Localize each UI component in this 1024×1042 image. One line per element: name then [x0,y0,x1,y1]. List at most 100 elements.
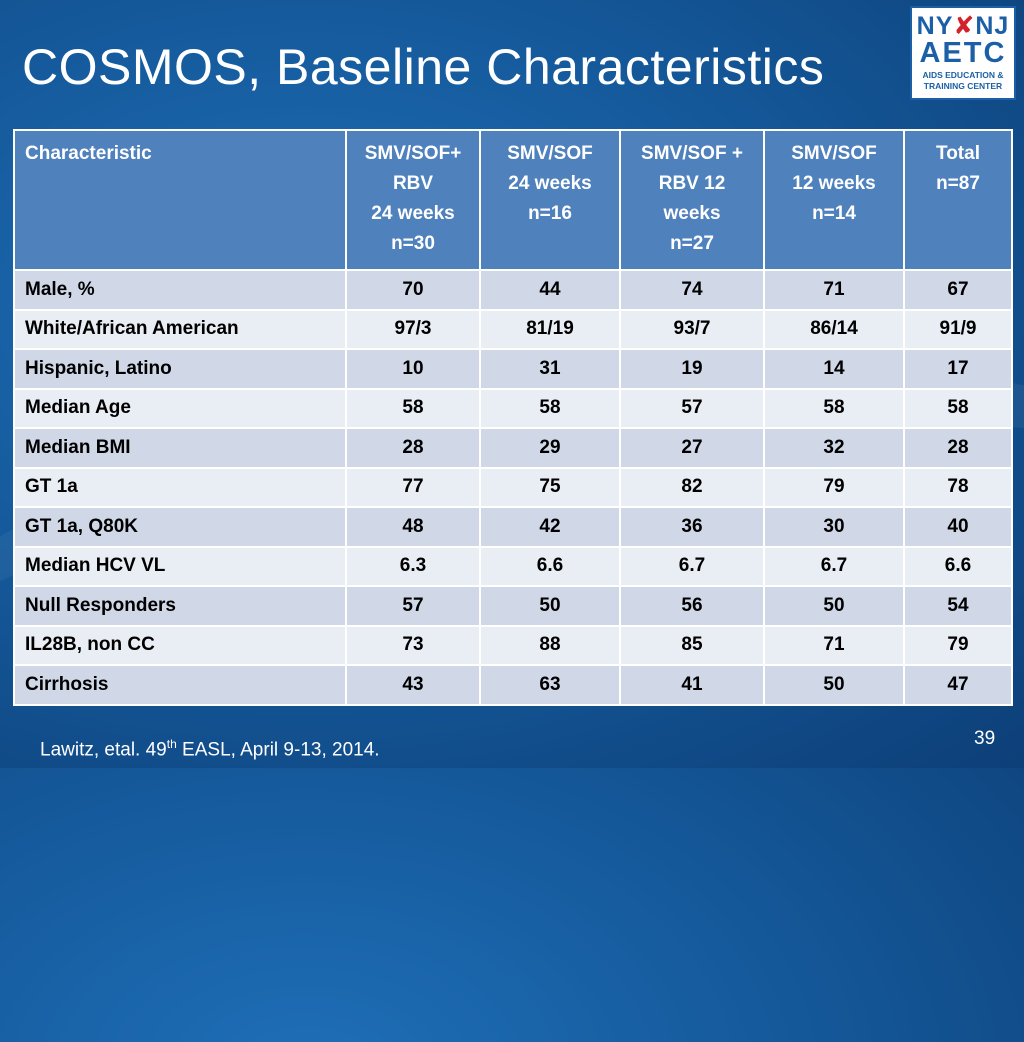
table-cell: 79 [903,624,1013,666]
table-row: Hispanic, Latino 10 31 19 14 17 [13,348,1013,390]
table-cell: 28 [345,427,481,469]
table-row: Median HCV VL 6.3 6.6 6.7 6.7 6.6 [13,545,1013,587]
table-cell: 43 [345,664,481,706]
column-header: Total n=87 [903,129,1013,271]
logo-nj: NJ [975,12,1010,40]
slide-title: COSMOS, Baseline Characteristics [22,39,825,95]
column-header-line: n=14 [812,203,856,224]
column-header-line: 12 weeks [792,173,876,194]
table-row: GT 1a 77 75 82 79 78 [13,466,1013,508]
table-cell: 91/9 [903,308,1013,350]
table-cell: 50 [763,585,905,627]
row-label: Median Age [13,387,347,429]
column-header: SMV/SOF + RBV 12 weeks n=27 [619,129,765,271]
table-cell: 71 [763,269,905,311]
table-cell: 30 [763,506,905,548]
table-cell: 40 [903,506,1013,548]
table-cell: 28 [903,427,1013,469]
row-label: GT 1a [13,466,347,508]
table-row: Null Responders 57 50 56 50 54 [13,585,1013,627]
table-cell: 17 [903,348,1013,390]
table-cell: 86/14 [763,308,905,350]
column-header-line: RBV [392,173,434,194]
table-row: GT 1a, Q80K 48 42 36 30 40 [13,506,1013,548]
table-cell: 78 [903,466,1013,508]
page-number: 39 [974,728,996,749]
table-row: Median Age 58 58 57 58 58 [13,387,1013,429]
table-cell: 58 [763,387,905,429]
table-cell: 36 [619,506,765,548]
logo-line-4: TRAINING CENTER [923,81,1003,91]
table-cell: 56 [619,585,765,627]
column-header-line: n=30 [391,233,435,254]
table-cell: 81/19 [479,308,621,350]
table-header-row: Characteristic SMV/SOF+ RBV 24 weeks n=30 SMV… [13,129,1013,271]
citation-text: Lawitz, etal. 49 [40,739,167,761]
table-cell: 74 [619,269,765,311]
aetc-logo: NY✘NJ AETC AIDS EDUCATION & TRAINING CEN… [910,6,1016,100]
logo-line-1: NY✘NJ [912,12,1014,40]
table-cell: 58 [345,387,481,429]
table-cell: 77 [345,466,481,508]
table-cell: 79 [763,466,905,508]
table-row: IL28B, non CC 73 88 85 71 79 [13,624,1013,666]
table-cell: 29 [479,427,621,469]
table-cell: 31 [479,348,621,390]
table-cell: 50 [479,585,621,627]
table-cell: 97/3 [345,308,481,350]
table-cell: 54 [903,585,1013,627]
table-cell: 71 [763,624,905,666]
column-header: SMV/SOF+ RBV 24 weeks n=30 [345,129,481,271]
row-label: Cirrhosis [13,664,347,706]
table-cell: 57 [619,387,765,429]
table-cell: 67 [903,269,1013,311]
citation-superscript: th [166,737,177,751]
table-cell: 48 [345,506,481,548]
row-label: Hispanic, Latino [13,348,347,390]
table-cell: 44 [479,269,621,311]
table-cell: 14 [763,348,905,390]
row-label: Median HCV VL [13,545,347,587]
logo-line-2: AETC [919,37,1007,69]
row-label: Null Responders [13,585,347,627]
table-cell: 32 [763,427,905,469]
table-cell: 58 [903,387,1013,429]
table-cell: 6.3 [345,545,481,587]
column-header-line: SMV/SOF+ [364,143,462,164]
table-cell: 70 [345,269,481,311]
table-cell: 58 [479,387,621,429]
column-header-line: Characteristic [25,143,152,164]
column-header-line: SMV/SOF [507,143,593,164]
row-label: IL28B, non CC [13,624,347,666]
row-label: White/African American [13,308,347,350]
column-header-line: 24 weeks [371,203,455,224]
table-row: Cirrhosis 43 63 41 50 47 [13,664,1013,706]
column-header-line: SMV/SOF + [641,143,743,164]
table-cell: 88 [479,624,621,666]
column-header-line: Total [936,143,980,164]
red-ribbon-icon: ✘ [953,12,976,40]
logo-line-3: AIDS EDUCATION & [922,70,1004,80]
table-cell: 47 [903,664,1013,706]
table-cell: 57 [345,585,481,627]
table-row: Male, % 70 44 74 71 67 [13,269,1013,311]
table-cell: 6.7 [763,545,905,587]
column-header: SMV/SOF 12 weeks n=14 [763,129,905,271]
column-header-line: weeks [663,203,721,224]
table-cell: 73 [345,624,481,666]
table-cell: 42 [479,506,621,548]
table-row: White/African American 97/3 81/19 93/7 86/14… [13,308,1013,350]
column-header-line: n=27 [670,233,714,254]
logo-ny: NY [916,12,954,40]
table-cell: 85 [619,624,765,666]
table-row: Median BMI 28 29 27 32 28 [13,427,1013,469]
table-body: Male, % 70 44 74 71 67 White/African American 9… [13,269,1013,706]
column-header-line: n=16 [528,203,572,224]
table-cell: 41 [619,664,765,706]
table-cell: 50 [763,664,905,706]
table-cell: 19 [619,348,765,390]
citation: Lawitz, etal. 49th EASL, April 9-13, 201… [40,737,380,761]
table-cell: 82 [619,466,765,508]
column-header: SMV/SOF 24 weeks n=16 [479,129,621,271]
column-header-line: 24 weeks [508,173,592,194]
